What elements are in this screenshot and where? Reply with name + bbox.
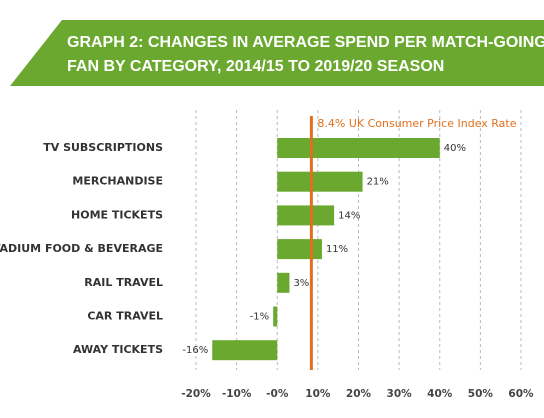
title-banner [10, 20, 544, 86]
bar [277, 171, 363, 192]
y-tick-label: CAR TRAVEL [87, 310, 163, 323]
y-tick-label: AWAY TICKETS [73, 343, 163, 356]
value-label: -16% [182, 345, 208, 356]
x-tick-label: 20% [346, 388, 372, 400]
bar [277, 138, 440, 158]
value-label: 21% [367, 177, 389, 188]
value-label: 14% [338, 210, 360, 221]
x-tick-label: 50% [468, 388, 494, 400]
value-label: 3% [293, 278, 309, 289]
x-tick-label: -0% [266, 388, 289, 400]
bar [212, 340, 278, 361]
y-tick-label: HOME TICKETS [71, 208, 163, 221]
x-tick-label: 40% [427, 388, 453, 400]
y-tick-label: IN-STADIUM FOOD & BEVERAGE [0, 242, 163, 255]
chart-title: FAN BY CATEGORY, 2014/15 TO 2019/20 SEAS… [67, 58, 444, 75]
value-label: 11% [326, 244, 348, 255]
bar [273, 306, 278, 327]
bar [277, 272, 290, 293]
reference-label: 8.4% UK Consumer Price Index Rate [317, 117, 516, 130]
x-tick-label: -20% [181, 388, 211, 400]
x-tick-label: 60% [508, 388, 534, 400]
y-tick-label: RAIL TRAVEL [84, 276, 163, 289]
bar [277, 239, 322, 260]
value-label: -1% [250, 312, 269, 323]
x-tick-label: 30% [387, 388, 413, 400]
y-tick-label: MERCHANDISE [72, 175, 163, 188]
x-tick-label: 10% [305, 388, 331, 400]
bar [277, 205, 335, 226]
value-label: 40% [444, 143, 466, 154]
x-tick-label: -10% [222, 388, 252, 400]
chart-title: GRAPH 2: CHANGES IN AVERAGE SPEND PER MA… [67, 34, 544, 51]
y-tick-label: TV SUBSCRIPTIONS [43, 141, 163, 154]
